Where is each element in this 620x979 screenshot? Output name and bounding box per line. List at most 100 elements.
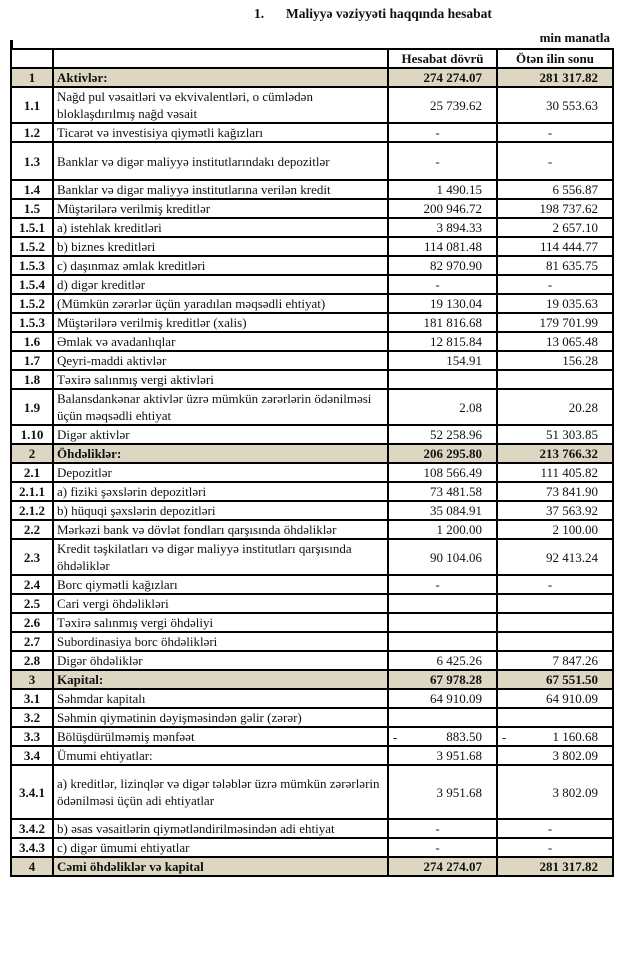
row-number: 2 [10, 443, 54, 464]
row-number: 2.8 [10, 650, 54, 671]
previous-year-value: 198 737.62 [496, 198, 614, 219]
value-text: 67 978.28 [430, 672, 482, 687]
row-label: b) əsas vəsaitlərin qiymətləndirilməsind… [52, 818, 389, 839]
row-label: Müştərilərə verilmiş kreditlər [52, 198, 389, 219]
table-row: 1.1 Nağd pul vəsaitləri və ekvivalentləri… [10, 86, 614, 124]
value-text: 114 444.77 [539, 239, 598, 254]
current-period-value: - [387, 818, 498, 839]
table-row: 2.1.1 a) fiziki şəxslərin depozitləri 73 4… [10, 481, 614, 502]
value-text: 206 295.80 [423, 446, 483, 461]
value-text: 3 802.09 [552, 748, 599, 763]
table-row: 1.7 Qeyri-maddi aktivlər 154.91 156.28 [10, 350, 614, 371]
current-period-value: 200 946.72 [387, 198, 498, 219]
value-text: 25 739.62 [430, 97, 482, 113]
value-text: - [547, 821, 553, 836]
previous-year-value [496, 631, 614, 652]
previous-year-value: 6 556.87 [496, 179, 614, 200]
row-number: 3.4 [10, 745, 54, 766]
previous-year-value: 67 551.50 [496, 669, 614, 690]
value-text: 1 200.00 [436, 522, 483, 537]
row-number: 1.4 [10, 179, 54, 200]
value-text: - [435, 821, 440, 836]
row-number: 1.9 [10, 388, 54, 426]
current-period-value [387, 707, 498, 728]
row-label: Digər aktivlər [52, 424, 389, 445]
current-period-value: 3 894.33 [387, 217, 498, 238]
value-text: 154.91 [446, 353, 482, 368]
previous-year-value [496, 612, 614, 633]
row-number: 3 [10, 669, 54, 690]
value-text: 13 065.48 [546, 334, 598, 349]
table-row: 1.8 Təxirə salınmış vergi aktivləri [10, 369, 614, 390]
row-number: 2.6 [10, 612, 54, 633]
previous-year-value: 92 413.24 [496, 538, 614, 576]
table-row: 1.3 Banklar və digər maliyyə institutları… [10, 141, 614, 181]
row-label: Təxirə salınmış vergi öhdəliyi [52, 612, 389, 633]
current-period-value [387, 593, 498, 614]
value-text: - [435, 153, 440, 169]
current-period-value [387, 612, 498, 633]
row-label: Səhmin qiymətinin dəyişməsindən gəlir (z… [52, 707, 389, 728]
value-text: - [547, 577, 553, 592]
current-period-value: 1 200.00 [387, 519, 498, 540]
table-row: 2.8 Digər öhdəliklər 6 425.26 7 847.26 [10, 650, 614, 671]
value-text: 3 894.33 [436, 220, 483, 235]
value-text: - [435, 577, 440, 592]
value-text: 281 317.82 [539, 70, 599, 85]
row-number: 2.2 [10, 519, 54, 540]
value-text: 92 413.24 [546, 549, 598, 565]
row-number: 3.1 [10, 688, 54, 709]
value-text: - [435, 840, 440, 855]
value-text: 35 084.91 [430, 503, 482, 518]
table-row: 1.5.2 (Mümkün zərərlər üçün yaradılan məq… [10, 293, 614, 314]
value-text: 200 946.72 [423, 201, 483, 216]
header-label-cell [52, 48, 389, 69]
previous-year-value: 114 444.77 [496, 236, 614, 257]
row-label: Digər öhdəliklər [52, 650, 389, 671]
previous-year-value: - [496, 122, 614, 143]
current-period-value: 154.91 [387, 350, 498, 371]
value-text: 6 425.26 [436, 653, 483, 668]
value-text: 82 970.90 [430, 258, 482, 273]
current-period-value: 35 084.91 [387, 500, 498, 521]
table-row: 3.4 Ümumi ehtiyatlar: 3 951.68 3 802.09 [10, 745, 614, 766]
value-text: 20.28 [568, 399, 598, 415]
row-label: Səhmdar kapitalı [52, 688, 389, 709]
table-row: 1.5 Müştərilərə verilmiş kreditlər 200 946… [10, 198, 614, 219]
table-row: 3.4.3 c) digər ümumi ehtiyatlar - - [10, 837, 614, 858]
row-label: Öhdəliklər: [52, 443, 389, 464]
current-period-value: 73 481.58 [387, 481, 498, 502]
current-period-value [387, 631, 498, 652]
row-number: 1.6 [10, 331, 54, 352]
row-label: Nağd pul vəsaitləri və ekvivalentləri, o… [52, 86, 389, 124]
current-period-value: 6 425.26 [387, 650, 498, 671]
previous-year-value: 281 317.82 [496, 856, 614, 877]
value-text: 108 566.49 [423, 465, 483, 480]
value-text: - [435, 277, 440, 292]
previous-year-value: 64 910.09 [496, 688, 614, 709]
value-text: 198 737.62 [539, 201, 599, 216]
row-label: b) hüquqi şəxslərin depozitləri [52, 500, 389, 521]
report-title-number: 1. [254, 6, 265, 21]
value-text: 179 701.99 [539, 315, 599, 330]
current-period-value: 274 274.07 [387, 856, 498, 877]
value-text: 883.50 [446, 729, 482, 744]
value-text: 3 951.68 [436, 748, 483, 763]
row-label: a) fiziki şəxslərin depozitləri [52, 481, 389, 502]
current-period-value: - [387, 837, 498, 858]
table-row: 1.10 Digər aktivlər 52 258.96 51 303.85 [10, 424, 614, 445]
row-label: a) kreditlər, lizinqlər və digər tələblə… [52, 764, 389, 820]
current-period-value: 1 490.15 [387, 179, 498, 200]
previous-year-value [496, 707, 614, 728]
row-number: 3.4.2 [10, 818, 54, 839]
row-label: Depozitlər [52, 462, 389, 483]
value-text: 181 816.68 [423, 315, 483, 330]
table-row: 1.2 Ticarət və investisiya qiymətli kağız… [10, 122, 614, 143]
row-number: 1.7 [10, 350, 54, 371]
current-period-value: 3 951.68 [387, 745, 498, 766]
row-label: Balansdankənar aktivlər üzrə mümkün zərə… [52, 388, 389, 426]
header-previous-year-end: Ötən ilin sonu [496, 48, 614, 69]
value-text: - [435, 125, 440, 140]
row-number: 1 [10, 67, 54, 88]
table-row: 2.5 Cari vergi öhdəlikləri [10, 593, 614, 614]
